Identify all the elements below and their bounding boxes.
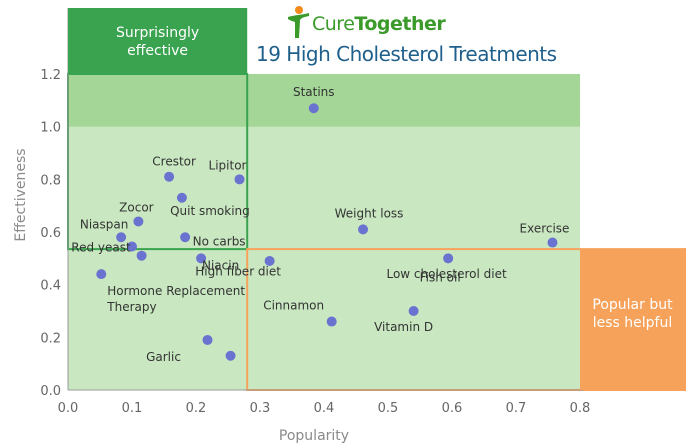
- data-point-11: [96, 269, 107, 280]
- x-tick-label-3: 0.3: [250, 401, 271, 416]
- point-label-17: Garlic: [146, 350, 181, 364]
- point-label-11: Hormone Replacement Therapy: [106, 284, 245, 314]
- y-tick-label-1: 0.2: [40, 331, 61, 346]
- data-point-9: [127, 241, 137, 252]
- x-tick-label-1: 0.1: [122, 401, 143, 416]
- data-point-14: [443, 253, 454, 264]
- x-tick-label-5: 0.5: [378, 401, 399, 416]
- surprisingly-effective-label-1: effective: [127, 43, 188, 59]
- chart-title: 19 High Cholesterol Treatments: [256, 42, 557, 66]
- point-label-4: Zocor: [119, 200, 154, 214]
- point-label-3: Quit smoking: [170, 204, 250, 218]
- data-point-2: [234, 174, 245, 185]
- point-label-9: Red yeast: [71, 240, 131, 254]
- point-label-5: Niaspan: [80, 217, 129, 231]
- x-tick-label-8: 0.8: [570, 401, 591, 416]
- data-point-1: [164, 171, 175, 182]
- data-point-4: [133, 216, 144, 227]
- logo-cure: Cure: [312, 13, 355, 35]
- point-label-0: Statins: [293, 85, 335, 99]
- data-point-16: [326, 316, 337, 327]
- x-axis-label: Popularity: [279, 428, 349, 444]
- data-point-12: [196, 253, 207, 264]
- y-tick-label-0: 0.0: [40, 384, 61, 399]
- data-point-7: [358, 224, 369, 235]
- y-tick-label-3: 0.6: [40, 226, 61, 241]
- top-effectiveness-band: [68, 74, 580, 127]
- curetogether-logo: CureTogether: [282, 4, 462, 40]
- point-label-16: Cinnamon: [263, 299, 324, 313]
- data-point-10: [136, 250, 147, 261]
- y-tick-label-5: 1.0: [40, 121, 61, 136]
- data-point-8: [547, 237, 558, 248]
- popular-less-helpful-box: [580, 249, 685, 390]
- data-point-13: [264, 255, 275, 266]
- logo-wordmark: CureTogether: [312, 13, 446, 35]
- point-label-14: Fish oil: [420, 270, 461, 284]
- x-tick-label-0: 0.0: [58, 401, 79, 416]
- point-label-15: Vitamin D: [374, 320, 433, 334]
- y-axis-label: Effectiveness: [13, 148, 29, 241]
- data-point-5: [116, 232, 127, 243]
- x-tick-label-7: 0.7: [506, 401, 527, 416]
- data-point-3: [176, 192, 187, 203]
- surprisingly-effective-label-0: Surprisingly: [116, 25, 199, 41]
- y-tick-label-6: 1.2: [40, 68, 61, 83]
- data-point-18: [225, 350, 236, 361]
- data-point-17: [202, 334, 213, 345]
- point-label-1: Crestor: [152, 155, 196, 169]
- y-tick-label-4: 0.8: [40, 173, 61, 188]
- data-point-15: [408, 306, 419, 316]
- point-label-13: Low cholesterol diet: [386, 267, 507, 281]
- data-point-0: [308, 103, 319, 114]
- surprisingly-effective-box: [68, 8, 248, 74]
- point-label-7: Weight loss: [335, 206, 404, 220]
- logo-together: Together: [354, 13, 446, 35]
- data-point-6: [180, 232, 191, 243]
- popular-less-helpful-label-1: less helpful: [593, 315, 673, 331]
- popular-less-helpful-label-0: Popular but: [592, 297, 673, 313]
- figure-icon: [288, 6, 309, 38]
- point-label-10: Niacin: [202, 259, 239, 273]
- x-tick-label-2: 0.2: [186, 401, 207, 416]
- x-tick-label-6: 0.6: [442, 401, 463, 416]
- point-label-2: Lipitor: [209, 158, 247, 172]
- y-tick-label-2: 0.4: [40, 279, 61, 294]
- point-label-8: Exercise: [520, 222, 570, 236]
- point-label-12: High fiber diet: [195, 264, 281, 278]
- point-label-6: No carbs: [193, 234, 246, 248]
- x-tick-label-4: 0.4: [314, 401, 335, 416]
